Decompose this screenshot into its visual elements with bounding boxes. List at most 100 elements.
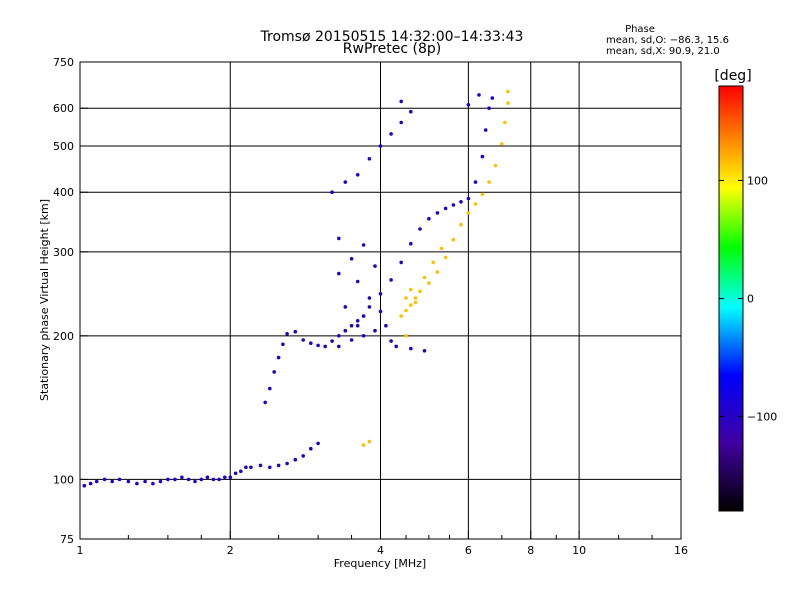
series-o-point bbox=[487, 106, 491, 110]
series-x-point bbox=[506, 89, 510, 94]
series-x-point bbox=[451, 237, 456, 242]
series-o-point bbox=[427, 216, 431, 221]
series-x-point bbox=[493, 163, 498, 168]
series-o-point bbox=[378, 309, 383, 314]
series-o-point bbox=[378, 292, 383, 296]
series-o-point bbox=[186, 477, 191, 482]
series-o-point bbox=[389, 278, 393, 282]
series-o-point bbox=[158, 479, 163, 484]
series-o-point bbox=[180, 475, 184, 480]
series-o-point bbox=[323, 344, 328, 349]
series-o-point bbox=[389, 132, 393, 136]
series-x-point bbox=[418, 289, 422, 294]
series-o-point bbox=[135, 481, 139, 486]
series-o-point bbox=[355, 323, 360, 328]
series-o-point bbox=[422, 349, 427, 353]
series-o-point bbox=[239, 469, 243, 474]
series-x-point bbox=[404, 334, 408, 338]
series-o-point bbox=[394, 344, 399, 349]
series-x-point bbox=[500, 142, 504, 146]
series-x-point bbox=[435, 270, 440, 274]
series-o-point bbox=[285, 332, 289, 336]
data-points bbox=[82, 89, 510, 488]
chart-title: Tromsø 20150515 14:32:00–14:33:43 bbox=[260, 29, 524, 45]
series-o-point bbox=[343, 305, 348, 309]
series-x-point bbox=[399, 314, 404, 318]
series-o-point bbox=[151, 481, 155, 486]
series-o-point bbox=[272, 370, 277, 374]
series-x-point bbox=[409, 287, 413, 292]
series-o-point bbox=[361, 314, 366, 318]
series-o-point bbox=[276, 355, 281, 360]
series-o-point bbox=[409, 241, 413, 246]
series-x-point bbox=[480, 192, 485, 197]
y-tick-label: 600 bbox=[53, 102, 74, 115]
x-tick-label: 10 bbox=[572, 544, 586, 557]
y-tick-label: 500 bbox=[53, 140, 74, 153]
series-o-point bbox=[451, 203, 456, 207]
series-o-point bbox=[126, 479, 131, 484]
series-o-point bbox=[211, 477, 216, 482]
series-x-point bbox=[431, 260, 436, 265]
y-tick-label: 75 bbox=[60, 533, 74, 546]
series-o-point bbox=[258, 463, 263, 468]
series-o-point bbox=[399, 260, 404, 265]
series-o-point bbox=[399, 120, 404, 125]
series-o-point bbox=[293, 457, 298, 462]
series-o-point bbox=[228, 475, 233, 480]
axis-ticks bbox=[79, 61, 682, 540]
series-o-point bbox=[483, 128, 488, 132]
series-o-point bbox=[301, 454, 306, 458]
x-axis-label: Frequency [MHz] bbox=[334, 557, 426, 570]
series-o-point bbox=[199, 477, 204, 482]
series-o-point bbox=[82, 483, 87, 488]
series-o-point bbox=[373, 328, 377, 333]
series-x-point bbox=[439, 246, 444, 251]
series-o-point bbox=[193, 479, 197, 484]
series-o-point bbox=[268, 465, 272, 470]
series-o-point bbox=[330, 190, 334, 194]
series-x-point bbox=[427, 281, 431, 285]
series-o-point bbox=[477, 93, 481, 97]
series-o-point bbox=[490, 96, 495, 100]
series-x-point bbox=[404, 296, 408, 300]
series-o-point bbox=[373, 264, 377, 268]
series-o-point bbox=[473, 180, 478, 184]
series-o-point bbox=[316, 343, 320, 348]
series-o-point bbox=[418, 227, 422, 231]
series-o-point bbox=[110, 479, 114, 484]
series-o-point bbox=[361, 243, 366, 247]
y-tick-label: 400 bbox=[53, 186, 74, 199]
chart-subtitle: RwPretec (8p) bbox=[343, 41, 441, 57]
series-o-point bbox=[281, 342, 285, 347]
series-o-point bbox=[435, 211, 440, 215]
series-o-point bbox=[143, 479, 147, 484]
colorbar-tick-label: −100 bbox=[747, 411, 777, 424]
y-axis-label: Stationary phase Virtual Height [km] bbox=[38, 199, 51, 401]
series-o-point bbox=[166, 477, 170, 482]
series-x-point bbox=[443, 255, 448, 260]
x-tick-label: 8 bbox=[527, 544, 534, 557]
series-o-point bbox=[268, 386, 272, 391]
series-o-point bbox=[309, 446, 313, 451]
colorbar-tick-label: 0 bbox=[747, 293, 754, 306]
colorbar-tick-label: 100 bbox=[747, 174, 768, 187]
series-o-point bbox=[384, 323, 388, 328]
y-tick-label: 100 bbox=[53, 473, 74, 486]
series-o-point bbox=[263, 400, 268, 405]
series-x-point bbox=[506, 101, 510, 105]
series-o-point bbox=[367, 296, 372, 300]
series-x-point bbox=[466, 211, 471, 215]
series-o-point bbox=[378, 144, 383, 148]
stats-x-line: mean, sd,X: 90.9, 21.0 bbox=[606, 46, 720, 57]
y-tick-label: 750 bbox=[53, 56, 74, 69]
series-o-point bbox=[459, 200, 463, 204]
y-tick-label: 300 bbox=[53, 246, 74, 259]
series-o-point bbox=[94, 479, 99, 484]
series-o-point bbox=[466, 196, 471, 201]
series-o-point bbox=[285, 461, 289, 466]
series-o-point bbox=[337, 334, 341, 338]
series-o-point bbox=[293, 329, 298, 334]
